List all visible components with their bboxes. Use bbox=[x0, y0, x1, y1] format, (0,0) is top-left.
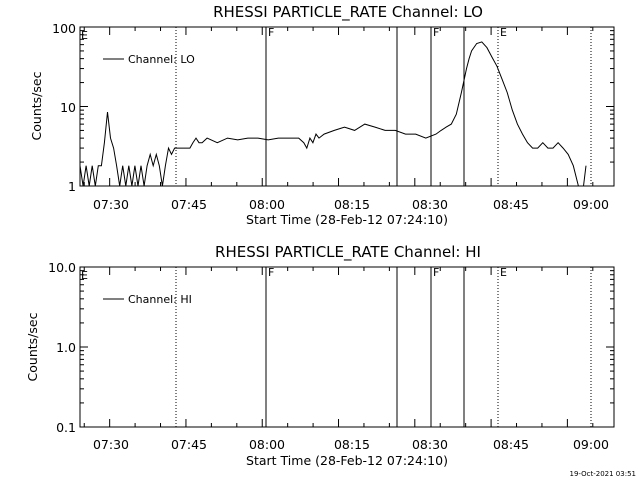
lo-y-tickmarks bbox=[80, 26, 614, 187]
lo-marker-label: F bbox=[268, 26, 274, 39]
lo-xtick-label: 08:15 bbox=[334, 197, 370, 212]
lo-x-axis: 07:30 07:45 08:00 08:15 08:30 08:45 09:0… bbox=[93, 197, 609, 212]
hi-y-tickmarks bbox=[80, 266, 614, 428]
lo-markers: E F F E bbox=[81, 26, 592, 186]
hi-xtick-label: 08:15 bbox=[334, 437, 370, 452]
hi-legend-label: Channel: HI bbox=[128, 293, 192, 306]
hi-panel: RHESSI PARTICLE_RATE Channel: HI Counts/… bbox=[25, 243, 615, 468]
hi-ytick-label: 1.0 bbox=[56, 340, 76, 355]
lo-xtick-label: 08:30 bbox=[412, 197, 448, 212]
hi-markers: E F F E bbox=[81, 266, 592, 427]
lo-marker-label: F bbox=[433, 26, 439, 39]
hi-plot-frame bbox=[79, 266, 615, 428]
hi-xtick-label: 09:00 bbox=[573, 437, 609, 452]
hi-xlabel: Start Time (28-Feb-12 07:24:10) bbox=[246, 453, 448, 468]
lo-ytick-label: 10 bbox=[60, 100, 76, 115]
hi-xtick-label: 07:30 bbox=[93, 437, 129, 452]
hi-xtick-label: 07:45 bbox=[171, 437, 207, 452]
lo-ytick-label: 100 bbox=[52, 21, 76, 36]
hi-marker-label: E bbox=[81, 269, 88, 282]
hi-xtick-label: 08:00 bbox=[249, 437, 285, 452]
lo-panel: RHESSI PARTICLE_RATE Channel: LO Counts/… bbox=[29, 3, 615, 227]
lo-ytick-label: 1 bbox=[68, 179, 76, 194]
lo-xlabel: Start Time (28-Feb-12 07:24:10) bbox=[246, 212, 448, 227]
lo-x-tickmarks bbox=[83, 27, 594, 186]
hi-xtick-label: 08:45 bbox=[493, 437, 529, 452]
lo-xtick-label: 08:45 bbox=[493, 197, 529, 212]
hi-x-tickmarks bbox=[83, 267, 594, 427]
lo-legend-label: Channel: LO bbox=[128, 53, 195, 66]
lo-xtick-label: 09:00 bbox=[573, 197, 609, 212]
lo-y-axis: 1 10 100 bbox=[52, 21, 76, 194]
lo-marker-label: E bbox=[81, 29, 88, 42]
lo-plot-frame bbox=[79, 26, 615, 187]
hi-marker-label: E bbox=[500, 266, 507, 279]
hi-marker-label: F bbox=[268, 266, 274, 279]
hi-ylabel: Counts/sec bbox=[25, 312, 40, 381]
lo-legend: Channel: LO bbox=[103, 53, 195, 66]
hi-ytick-label: 10.0 bbox=[48, 260, 76, 275]
hi-xtick-label: 08:30 bbox=[412, 437, 448, 452]
lo-ylabel: Counts/sec bbox=[29, 71, 44, 140]
lo-xtick-label: 08:00 bbox=[249, 197, 285, 212]
lo-series-line bbox=[79, 41, 587, 187]
hi-y-axis: 0.1 1.0 10.0 bbox=[48, 260, 76, 435]
footer-timestamp: 19-Oct-2021 03:51 bbox=[570, 470, 636, 478]
lo-xtick-label: 07:45 bbox=[171, 197, 207, 212]
hi-ytick-label: 0.1 bbox=[56, 420, 76, 435]
hi-title: RHESSI PARTICLE_RATE Channel: HI bbox=[215, 243, 481, 262]
lo-xtick-label: 07:30 bbox=[93, 197, 129, 212]
lo-title: RHESSI PARTICLE_RATE Channel: LO bbox=[213, 3, 483, 22]
hi-x-axis: 07:30 07:45 08:00 08:15 08:30 08:45 09:0… bbox=[93, 437, 609, 452]
hi-legend: Channel: HI bbox=[103, 293, 192, 306]
hi-marker-label: F bbox=[433, 266, 439, 279]
lo-marker-label: E bbox=[500, 26, 507, 39]
